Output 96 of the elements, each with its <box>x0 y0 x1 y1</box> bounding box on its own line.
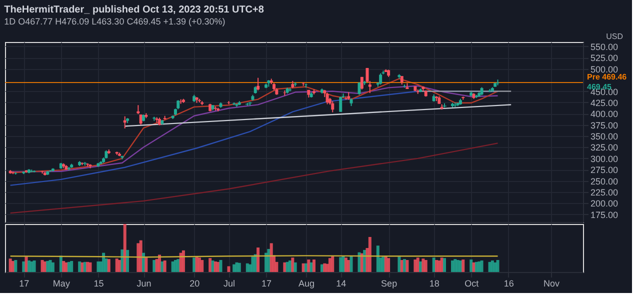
x-tick-label: 20 <box>190 278 200 288</box>
bar <box>256 248 260 272</box>
line-series <box>10 142 498 214</box>
bar <box>339 257 342 272</box>
bar <box>80 262 84 272</box>
y-tick-label: 350.00 <box>590 132 618 142</box>
bar <box>496 260 500 272</box>
y-tick-label: 275.00 <box>590 165 618 176</box>
bar <box>312 260 316 272</box>
bar <box>216 262 220 272</box>
y-tick-label: 375.00 <box>590 120 618 130</box>
candlestick <box>360 76 364 90</box>
y-tick-label: 225.00 <box>590 188 618 198</box>
text: USD <box>606 32 624 41</box>
candlestick <box>358 82 361 96</box>
bar <box>283 262 286 272</box>
y-tick-label: 500.00 <box>590 64 618 74</box>
bar <box>267 248 270 272</box>
bar <box>136 243 140 272</box>
bar <box>163 260 166 272</box>
x-tick-label: 14 <box>336 278 346 288</box>
x-tick-label: Nov <box>544 278 560 288</box>
candlestick <box>139 114 142 126</box>
y-tick-label: 300.00 <box>590 154 618 164</box>
x-tick-label: 16 <box>504 278 514 288</box>
bar <box>414 260 417 272</box>
x-tick-label: Aug <box>298 278 314 288</box>
bar <box>32 260 36 272</box>
bar <box>398 256 401 272</box>
bar <box>160 261 164 272</box>
bar <box>424 260 428 272</box>
ref-line-label: Pre 469.46 <box>587 72 628 82</box>
chart-subtitle: 1D O467.77 H476.09 L463.30 C469.45 +1.39 (+0.30%) <box>4 16 226 26</box>
bar <box>107 259 110 272</box>
bar <box>14 260 18 272</box>
bar <box>350 256 353 272</box>
chart-title: TheHermitTrader_ published Oct 13, 2023 20:51 UTC+8 <box>4 4 264 16</box>
candlestick <box>379 72 382 86</box>
bar <box>323 263 326 272</box>
x-tick-label: 18 <box>429 278 440 288</box>
bar <box>294 262 297 272</box>
bar <box>144 258 148 272</box>
bar <box>291 258 294 272</box>
bar <box>88 262 92 272</box>
x-tick-label: Jun <box>136 278 152 288</box>
bar <box>480 260 484 272</box>
y-tick-label: 400.00 <box>590 109 618 120</box>
y-tick-label: 550.00 <box>590 42 618 52</box>
bar <box>70 260 74 272</box>
bar <box>182 250 185 272</box>
bar <box>462 260 465 272</box>
candlestick <box>256 77 260 91</box>
y-tick-label: 175.00 <box>590 210 618 220</box>
bar <box>219 260 222 272</box>
x-tick-label: Oct <box>464 278 480 288</box>
bar <box>126 250 130 272</box>
bar <box>442 258 446 272</box>
bar <box>46 260 50 272</box>
x-tick-label: Sep <box>381 278 398 288</box>
bar <box>470 260 473 272</box>
candlestick <box>344 96 348 100</box>
bar <box>251 256 254 272</box>
bar <box>307 260 310 272</box>
bar <box>192 258 196 272</box>
bar <box>200 260 204 272</box>
bar <box>387 258 390 272</box>
y-tick-label: 200.00 <box>590 198 618 209</box>
bar <box>422 258 425 272</box>
y-tick-label: 425.00 <box>590 98 618 108</box>
bar <box>176 259 180 272</box>
bar <box>208 258 212 272</box>
candlestick <box>339 96 342 112</box>
x-tick-label: May <box>52 278 70 288</box>
x-tick-label: 15 <box>94 278 104 288</box>
x-tick-label: Jul <box>223 278 235 288</box>
candlestick <box>331 100 334 113</box>
bar <box>368 236 372 272</box>
bar <box>96 261 100 272</box>
x-tick-label: 17 <box>19 278 30 288</box>
y-tick-label: 325.00 <box>590 142 618 153</box>
bar <box>62 260 66 272</box>
bar <box>51 262 54 272</box>
bar <box>406 260 409 272</box>
x-tick-label: 17 <box>262 278 272 288</box>
bar <box>152 260 156 272</box>
bar <box>120 249 124 272</box>
bar <box>227 266 230 272</box>
bar <box>238 262 241 272</box>
bar <box>22 261 26 272</box>
bar <box>123 224 126 272</box>
bar <box>331 256 334 272</box>
candlestick <box>326 92 329 105</box>
bar <box>382 256 385 272</box>
y-tick-label: 525.00 <box>590 53 618 64</box>
y-tick-label: 250.00 <box>590 176 618 186</box>
bar <box>347 260 350 272</box>
